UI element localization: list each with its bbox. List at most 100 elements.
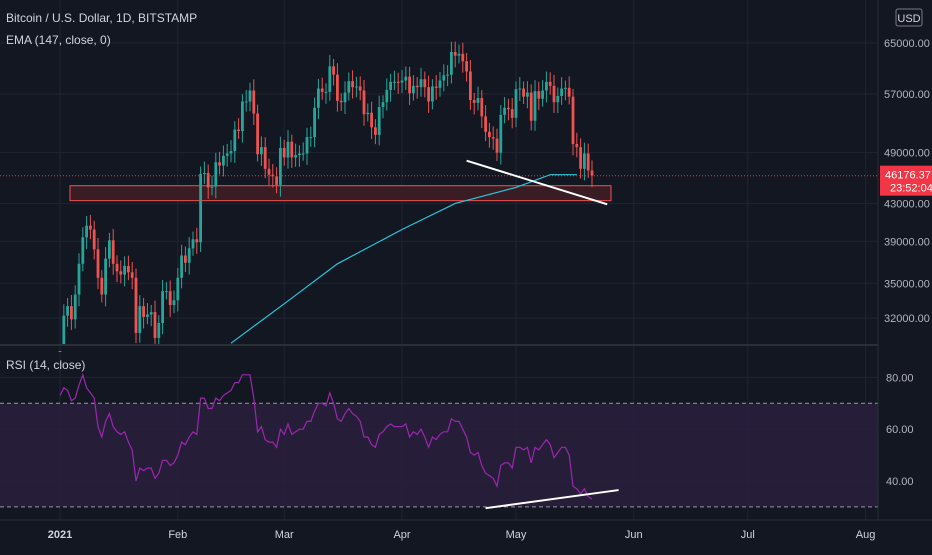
- candle-body: [529, 92, 533, 121]
- price-tick-label: 43000.00: [884, 198, 930, 210]
- candle-body: [138, 306, 142, 333]
- candle-body: [172, 300, 176, 305]
- candle-body: [328, 66, 332, 92]
- candle-body: [438, 80, 442, 88]
- candle-body: [507, 107, 510, 110]
- candle-body: [62, 315, 66, 344]
- candle-body: [377, 107, 381, 135]
- candle-body: [366, 112, 370, 115]
- candle-body: [195, 239, 199, 243]
- rsi-band: [0, 403, 878, 507]
- candle-body: [408, 76, 411, 94]
- ema-line: [230, 174, 577, 344]
- candle-body: [73, 294, 77, 320]
- candle-body: [499, 114, 503, 153]
- candle-body: [355, 86, 358, 88]
- candle-body: [556, 95, 560, 103]
- candle-body: [537, 91, 541, 99]
- candle-body: [100, 277, 104, 295]
- candle-body: [290, 141, 294, 158]
- candle-body: [564, 87, 567, 89]
- rsi-band-layer: [0, 402, 878, 508]
- time-tick-label: Apr: [393, 529, 410, 541]
- candle-body: [560, 88, 563, 96]
- candle-body: [457, 53, 461, 56]
- candle-body: [127, 265, 130, 273]
- candle-body: [263, 147, 267, 169]
- rsi-tick-label: 40.00: [886, 476, 914, 488]
- candle-body: [309, 137, 313, 139]
- price-tick-label: 39000.00: [884, 236, 930, 248]
- candle-body: [419, 79, 423, 88]
- candle-body: [165, 291, 168, 293]
- candle-body: [518, 88, 522, 90]
- candle-body: [320, 88, 324, 92]
- candle-body: [89, 225, 92, 230]
- current-price-box: [880, 165, 932, 196]
- candle-body: [431, 86, 434, 102]
- candle-body: [396, 81, 400, 83]
- candle-body: [586, 153, 590, 171]
- price-tick-label: 57000.00: [884, 89, 930, 101]
- candle-body: [199, 173, 202, 243]
- candle-body: [575, 144, 579, 148]
- candle-body: [108, 240, 111, 259]
- candle-body: [229, 151, 233, 154]
- time-tick-label: Feb: [168, 529, 187, 541]
- candle-body: [222, 155, 225, 166]
- price-tick-label: 65000.00: [884, 38, 930, 50]
- candle-body: [81, 237, 85, 264]
- time-tick-label: Aug: [856, 529, 876, 541]
- candle-body: [218, 162, 221, 166]
- candle-body: [385, 89, 389, 103]
- candle-body: [206, 172, 210, 188]
- candle-body: [282, 147, 286, 158]
- candle-body: [343, 92, 347, 103]
- candle-body: [381, 102, 385, 108]
- candle-body: [590, 170, 594, 176]
- countdown-label: 23:52:04: [890, 183, 932, 195]
- time-tick-label: Jul: [741, 529, 755, 541]
- candles: [0, 41, 878, 353]
- candle-body: [548, 81, 552, 86]
- rsi-tick-label: 60.00: [886, 424, 914, 436]
- time-tick-label: Mar: [275, 529, 294, 541]
- price-tick-label: 49000.00: [884, 148, 930, 160]
- candle-body: [176, 277, 180, 301]
- candle-body: [358, 86, 362, 91]
- candle-body: [541, 90, 544, 99]
- candle-body: [526, 92, 529, 97]
- time-tick-label: 2021: [48, 529, 72, 541]
- candle-body: [111, 240, 115, 264]
- symbol-title: Bitcoin / U.S. Dollar, 1D, BITSTAMP: [6, 11, 198, 25]
- candle-body: [66, 306, 69, 316]
- candle-body: [503, 107, 506, 115]
- price-trendline: [466, 159, 608, 206]
- candle-body: [233, 129, 237, 152]
- candle-body: [491, 137, 495, 139]
- candle-body: [271, 174, 275, 177]
- price-axis-bg: [878, 0, 932, 520]
- currency-box: [895, 8, 923, 27]
- support-zone-layer: [69, 185, 612, 202]
- candle-body: [130, 272, 134, 278]
- candle-body: [298, 153, 301, 156]
- candle-body: [370, 112, 373, 128]
- candle-body: [161, 291, 164, 323]
- candle-body: [461, 53, 465, 62]
- candle-body: [210, 186, 214, 188]
- price-tick-label: 32000.00: [884, 313, 930, 325]
- candle-body: [351, 81, 354, 88]
- time-tick-label: May: [506, 529, 527, 541]
- candle-body: [514, 89, 518, 118]
- candle-body: [241, 101, 244, 132]
- candle-body: [393, 81, 396, 83]
- candle-body: [472, 100, 476, 103]
- candle-body: [583, 153, 586, 169]
- candle-body: [275, 176, 278, 185]
- candle-body: [115, 263, 119, 272]
- candle-body: [412, 85, 415, 94]
- candle-body: [168, 291, 172, 305]
